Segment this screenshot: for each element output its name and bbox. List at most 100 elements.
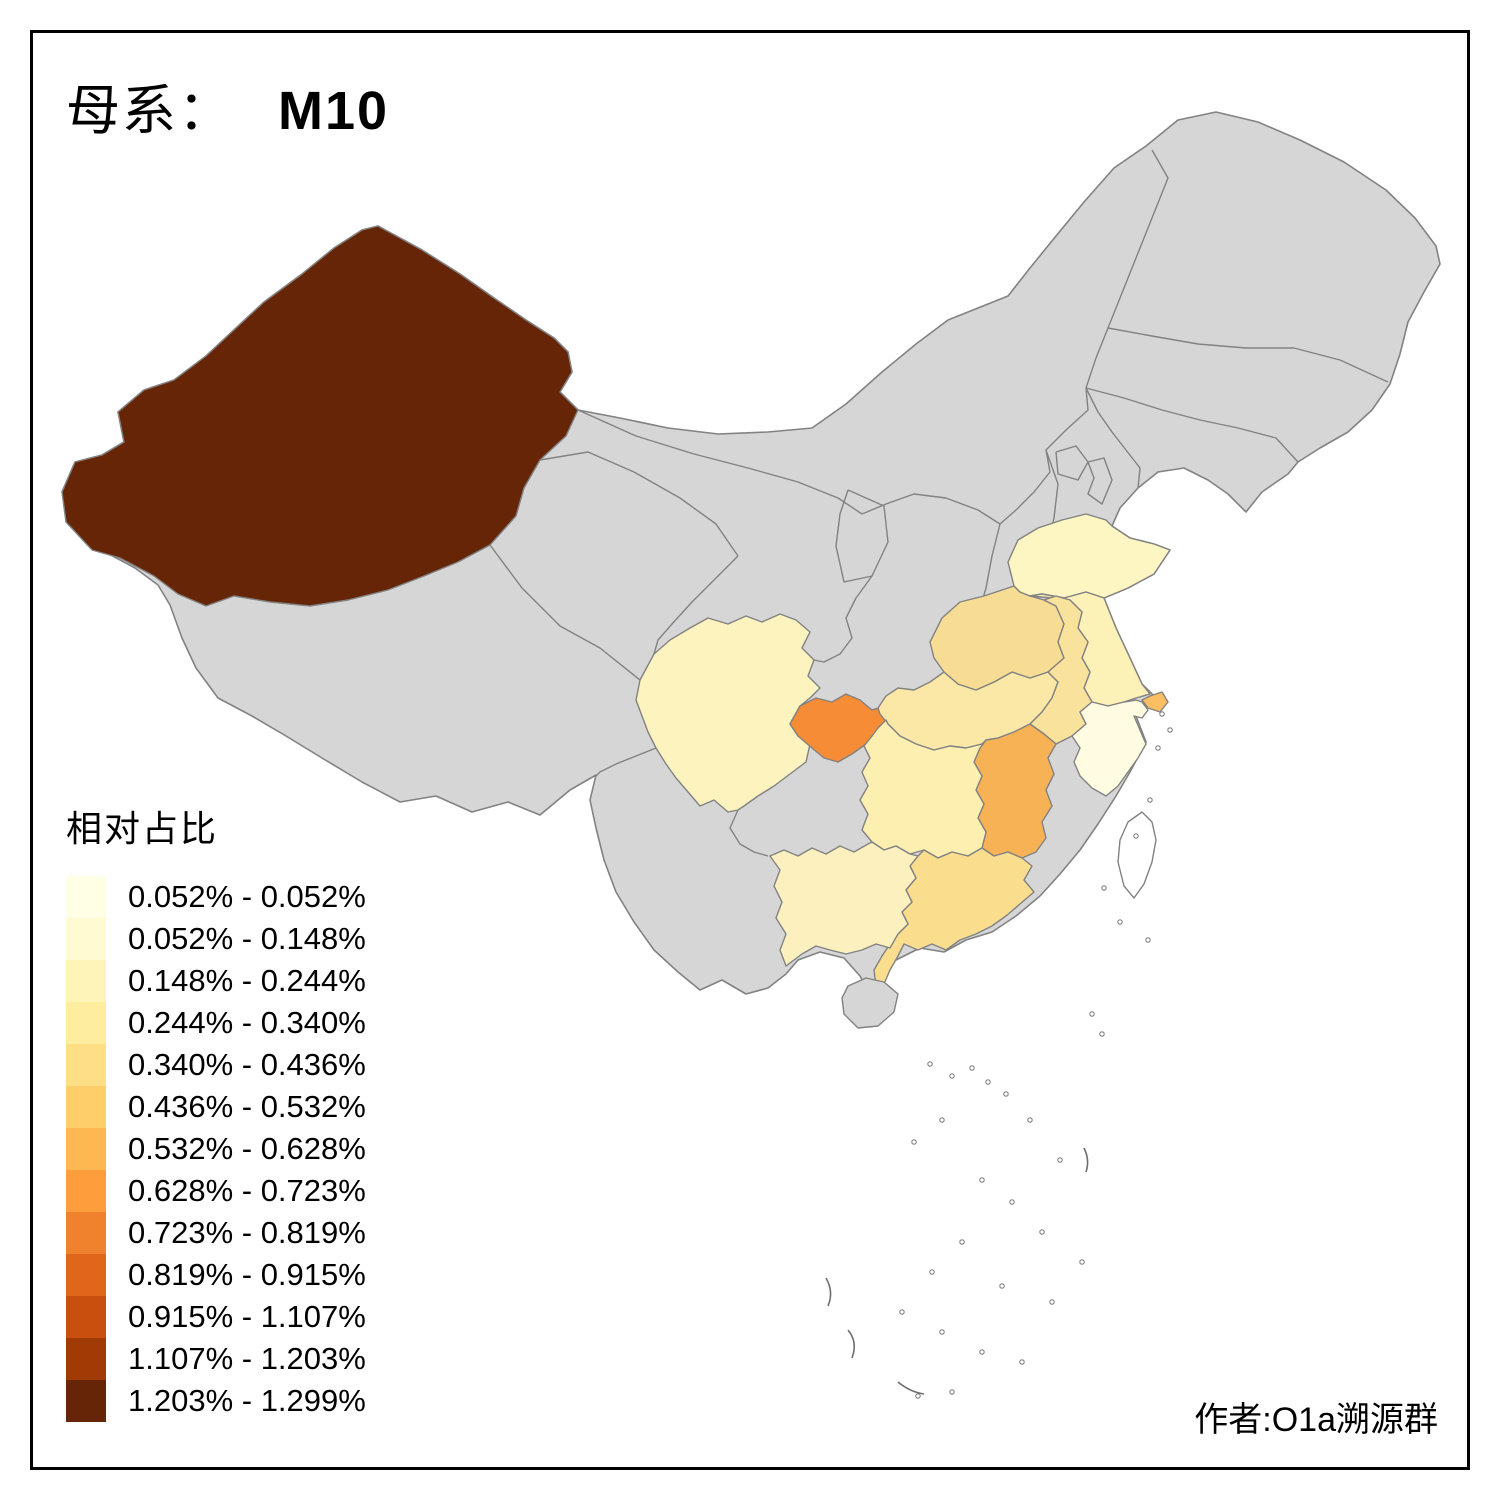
small-island [1099, 1031, 1105, 1037]
title-label: 母系： [66, 81, 234, 141]
legend-title: 相对占比 [66, 808, 219, 849]
legend-swatch [66, 1128, 106, 1170]
small-island [1133, 833, 1139, 839]
small-island [1039, 1229, 1045, 1235]
legend-label: 0.915% - 1.107% [128, 1299, 366, 1334]
legend-item: 0.052% - 0.148% [66, 918, 366, 960]
legend-swatch [66, 1212, 106, 1254]
legend-swatch [66, 1254, 106, 1296]
legend-swatch [66, 876, 106, 918]
small-island [1019, 1359, 1025, 1365]
small-island [979, 1349, 985, 1355]
legend-swatch [66, 1296, 106, 1338]
sea-dash [1083, 1147, 1089, 1173]
small-island [1159, 711, 1165, 717]
province-border [1087, 457, 1113, 505]
legend-label: 0.819% - 0.915% [128, 1257, 366, 1292]
legend-label: 0.532% - 0.628% [128, 1131, 366, 1166]
province-border [1055, 445, 1089, 481]
legend-label: 0.052% - 0.148% [128, 921, 366, 956]
legend-swatch [66, 1044, 106, 1086]
legend-swatch [66, 1380, 106, 1422]
legend-item: 0.436% - 0.532% [66, 1086, 366, 1128]
province-border [1085, 387, 1141, 489]
legend-swatch [66, 1338, 106, 1380]
legend-swatch [66, 1170, 106, 1212]
legend-item: 0.244% - 0.340% [66, 1002, 366, 1044]
legend-swatch [66, 918, 106, 960]
small-island [1145, 937, 1151, 943]
small-island [999, 1283, 1005, 1289]
sea-dash [897, 1381, 925, 1395]
small-island [911, 1139, 917, 1145]
legend-label: 0.723% - 0.819% [128, 1215, 366, 1250]
legend-swatch [66, 1002, 106, 1044]
province-border [1085, 387, 1299, 463]
legend-item: 0.340% - 0.436% [66, 1044, 366, 1086]
small-island [939, 1117, 945, 1123]
province-border [729, 809, 769, 857]
legend-label: 0.148% - 0.244% [128, 963, 366, 998]
small-island [1089, 1011, 1095, 1017]
legend-item: 0.819% - 0.915% [66, 1254, 366, 1296]
jiangxi-province [973, 723, 1057, 859]
small-island [969, 1065, 975, 1071]
legend: 相对占比 0.052% - 0.052% 0.052% - 0.148% 0.148… [66, 800, 366, 1422]
sea-dash [847, 1329, 856, 1359]
legend-swatch [66, 960, 106, 1002]
province-border [813, 575, 873, 663]
small-island [959, 1239, 965, 1245]
taiwan-province [1117, 811, 1157, 899]
small-island [1049, 1299, 1055, 1305]
small-island [899, 1309, 905, 1315]
legend-list: 0.052% - 0.052% 0.052% - 0.148% 0.148% - 0… [66, 876, 366, 1422]
province-border [653, 555, 739, 655]
small-island [1155, 745, 1161, 751]
small-island [1009, 1199, 1015, 1205]
province-border [835, 489, 889, 583]
small-island [939, 1329, 945, 1335]
small-island [979, 1177, 985, 1183]
legend-item: 0.723% - 0.819% [66, 1212, 366, 1254]
shanghai-province [1141, 691, 1169, 713]
legend-label: 1.107% - 1.203% [128, 1341, 366, 1376]
province-border [577, 409, 863, 515]
small-island [985, 1079, 991, 1085]
small-island [927, 1061, 933, 1067]
legend-item: 0.915% - 1.107% [66, 1296, 366, 1338]
small-island [1057, 1157, 1063, 1163]
xinjiang-province [61, 225, 579, 607]
province-border [489, 544, 641, 681]
province-border [595, 747, 657, 777]
legend-swatch [66, 1086, 106, 1128]
author-credit: 作者:O1a溯源群 [1194, 1401, 1438, 1439]
province-border [539, 451, 739, 557]
small-island [1079, 1259, 1085, 1265]
small-island [1027, 1117, 1033, 1123]
province-border [1085, 149, 1169, 389]
hainan-province [841, 977, 899, 1029]
small-island [1147, 797, 1153, 803]
legend-item: 1.107% - 1.203% [66, 1338, 366, 1380]
small-island [1167, 727, 1173, 733]
legend-label: 0.628% - 0.723% [128, 1173, 366, 1208]
plot-title: 母系： M10 [66, 66, 389, 145]
legend-label: 0.052% - 0.052% [128, 879, 366, 914]
legend-label: 0.244% - 0.340% [128, 1005, 366, 1040]
guangxi-province [769, 841, 919, 967]
legend-item: 0.532% - 0.628% [66, 1128, 366, 1170]
legend-item: 1.203% - 1.299% [66, 1380, 366, 1422]
small-island [915, 1393, 921, 1399]
small-island [929, 1269, 935, 1275]
legend-item: 0.052% - 0.052% [66, 876, 366, 918]
small-island [949, 1073, 955, 1079]
sea-dash [825, 1277, 832, 1307]
legend-label: 0.436% - 0.532% [128, 1089, 366, 1124]
small-island [949, 1389, 955, 1395]
zhejiang-province [1071, 699, 1149, 797]
legend-item: 0.628% - 0.723% [66, 1170, 366, 1212]
small-island [1101, 885, 1107, 891]
legend-label: 1.203% - 1.299% [128, 1383, 366, 1418]
title-haplogroup: M10 [278, 81, 390, 141]
